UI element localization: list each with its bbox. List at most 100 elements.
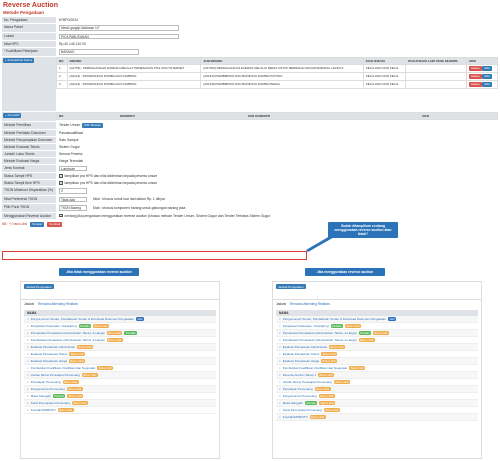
label-nilai-hps: Nilai HPS — [2, 41, 56, 47]
list-item[interactable]: ⌕ Pembukaan Penawaran (Administrasi, Tekn… — [24, 337, 216, 344]
task-label[interactable]: Kontrak/SPMK/PO — [30, 408, 56, 412]
list-item[interactable]: ⌕ Pemasukan Penawaran (Administrasi, Tekn… — [276, 330, 478, 337]
tab-rencana-left[interactable]: Rencana Attending Realises — [37, 302, 78, 306]
task-label[interactable]: Evaluasi Penawaran Harga — [30, 359, 68, 363]
list-item[interactable]: ⌕ Usulan Memo Penetapan Pemenang Belum Akt… — [24, 372, 216, 379]
edit-button[interactable]: Edit — [482, 81, 492, 87]
task-label[interactable]: Penjelasan Pekerjaan / Aanwijzing — [282, 324, 329, 328]
task-label[interactable]: Usulan Memo Penetapan Pemenang — [30, 373, 80, 377]
jadwal-button-right[interactable]: Jadwal Pengadaan — [276, 284, 306, 289]
task-label[interactable]: Pengumuman Tender, Pendaftaran Tender & … — [30, 317, 134, 321]
pilih-metode-button[interactable]: Pilih Metode — [82, 122, 103, 128]
task-label[interactable]: Pembuktian Kualifikasi, Klarifikasi dan … — [30, 366, 96, 370]
label-nama-paket: Nama Paket — [2, 24, 56, 32]
status-badge: Perbaiki — [304, 401, 318, 405]
back-button[interactable]: Kembali — [47, 221, 63, 227]
list-item[interactable]: ⌕ Evaluasi Penawaran Teknis Belum Aktif — [24, 351, 216, 358]
add-komoditi-button[interactable]: + Komoditi — [3, 112, 22, 118]
list-item[interactable]: ⌕ Pengumuman Tender, Pendaftaran Tender &… — [24, 316, 216, 323]
task-label[interactable]: Penjelasan Pekerjaan / Aanwijzing — [30, 324, 77, 328]
list-item[interactable]: ⌕ Penjelasan Pekerjaan / Aanwijzing Perbai… — [276, 323, 478, 330]
list-item[interactable]: ⌕ Usulan Memo Penetapan Pemenang Belum Akt… — [276, 379, 478, 386]
checkbox[interactable]: ✓ — [59, 174, 63, 179]
task-label[interactable]: Pembukaan Penawaran (Administrasi, Tekni… — [282, 338, 357, 342]
tab-rencana-right[interactable]: Rencana Attending Realises — [289, 302, 330, 306]
list-item[interactable]: ⌕ Pemasukan Penawaran (Administrasi, Tekn… — [24, 330, 216, 337]
row-nama-paket: Nama Paket Meski gargaji Uladosan 10" — [2, 24, 498, 33]
task-label[interactable]: Masa Sanggah — [282, 401, 303, 405]
list-item[interactable]: ⌕ Masa Sanggah Perbaiki Belum Aktif — [276, 400, 478, 407]
list-item[interactable]: ⌕ Surat Penunjukan Pemenang Belum Aktif — [276, 407, 478, 414]
list-item[interactable]: ⌕ Penjelasan Pekerjaan / Aanwijzing Perbai… — [24, 323, 216, 330]
list-item[interactable]: ⌕ Pengumuman Pemenang Belum Aktif — [276, 393, 478, 400]
edit-button[interactable]: Edit — [482, 65, 492, 71]
task-label[interactable]: Kontrak/SPMK/PO — [282, 415, 308, 419]
delete-button[interactable]: Hapus — [468, 65, 482, 71]
list-item[interactable]: ⌕ Reverse Auction Tahap 1 Belum Aktif — [276, 372, 478, 379]
form-row-label: Menggunakan Reverse Auction — [2, 212, 56, 219]
task-label[interactable]: Evaluasi Penawaran Teknis — [30, 352, 68, 356]
kbli-cell-kual: KECIL DAN NON KECIL — [362, 79, 406, 89]
status-badge: Belum Aktif — [318, 394, 335, 398]
save-button[interactable]: Simpan — [30, 221, 45, 227]
list-item[interactable]: ⌕ Evaluasi Penawaran Administrasi Belum Ak… — [24, 344, 216, 351]
form-row-label: Jumlah Lulus Teknis — [2, 150, 56, 157]
checkbox[interactable]: ✓ — [59, 213, 63, 218]
delete-button[interactable]: Hapus — [468, 73, 482, 79]
task-label[interactable]: Usulan Memo Penetapan Pemenang — [282, 380, 332, 384]
delete-button[interactable]: Hapus — [468, 81, 482, 87]
task-label[interactable]: Penetapan Pemenang — [282, 387, 313, 391]
form-row: Metode Penilaian Dokumen Pascakualifikasi — [2, 129, 498, 137]
list-item[interactable]: ⌕ Kontrak/SPMK/PO Belum Aktif — [24, 407, 216, 414]
list-item[interactable]: ⌕ Kontrak/SPMK/PO Belum Aktif — [276, 414, 478, 421]
checkbox[interactable]: ✓ — [59, 181, 63, 186]
task-label[interactable]: Pemasukan Penawaran (Administrasi, Tekni… — [30, 331, 105, 335]
form-select[interactable]: Tidak Ada — [59, 196, 87, 202]
tab-jadwal-left[interactable]: Jadwal — [24, 302, 34, 306]
search-icon: ⌕ — [279, 352, 281, 356]
task-label[interactable]: Pengumuman Pemenang — [282, 394, 317, 398]
search-icon: ⌕ — [279, 324, 281, 328]
task-label[interactable]: Evaluasi Penawaran Administrasi — [30, 345, 76, 349]
list-item[interactable]: ⌕ Pembukaan Penawaran (Administrasi, Tekn… — [276, 337, 478, 344]
list-item[interactable]: ⌕ Evaluasi Penawaran Teknis Belum Aktif — [276, 351, 478, 358]
task-label[interactable]: Evaluasi Penawaran Harga — [282, 359, 320, 363]
task-label[interactable]: Pengumuman Pemenang — [30, 387, 65, 391]
list-item[interactable]: ⌕ Evaluasi Penawaran Harga Belum Aktif — [24, 358, 216, 365]
edit-button[interactable]: Edit — [482, 73, 492, 79]
task-label[interactable]: Pembuktian Kualifikasi, Klarifikasi dan … — [282, 366, 348, 370]
list-item[interactable]: ⌕ Pengumuman Tender, Pendaftaran Tender &… — [276, 316, 478, 323]
nama-paket-input[interactable]: Meski gargaji Uladosan 10" — [59, 25, 179, 31]
list-item[interactable]: ⌕ Surat Penunjukan Pemenang Belum Aktif — [24, 400, 216, 407]
list-item[interactable]: ⌕ Pengumuman Pemenang Belum Aktif — [24, 386, 216, 393]
form-select[interactable]: TKDN Barang — [59, 205, 87, 211]
lokasi-input[interactable]: PICA PABUSUNAN — [59, 33, 179, 39]
task-label[interactable]: Surat Penunjukan Pemenang — [282, 408, 322, 412]
list-item[interactable]: ⌕ Penetapan Pemenang Belum Aktif — [276, 386, 478, 393]
task-label[interactable]: Pemasukan Penawaran (Administrasi, Tekni… — [282, 331, 357, 335]
tab-jadwal-right[interactable]: Jadwal — [276, 302, 286, 306]
form-row-label: Jenis Kontrak — [2, 164, 56, 172]
add-kriteria-button[interactable]: + Kriteria/Fok Teknis — [3, 57, 35, 63]
klasifikasi-select[interactable]: BARANG — [59, 49, 139, 55]
jadwal-button-left[interactable]: Jadwal Pengadaan — [24, 284, 54, 289]
task-label[interactable]: Pembukaan Penawaran (Administrasi, Tekni… — [30, 338, 105, 342]
list-item[interactable]: ⌕ Penetapan Pemenang Belum Aktif — [24, 379, 216, 386]
task-label[interactable]: Penetapan Pemenang — [30, 380, 61, 384]
status-badge: Belum Aktif — [69, 352, 86, 356]
task-label[interactable]: Pengumuman Tender, Pendaftaran Tender & … — [282, 317, 386, 321]
list-item[interactable]: ⌕ Evaluasi Penawaran Harga Belum Aktif — [276, 358, 478, 365]
komoditi-header: SUB KOMODITI — [244, 111, 421, 120]
list-item[interactable]: ⌕ Pembuktian Kualifikasi, Klarifikasi dan… — [276, 365, 478, 372]
task-label[interactable]: Surat Penunjukan Pemenang — [30, 401, 70, 405]
task-label[interactable]: Evaluasi Penawaran Administrasi — [282, 345, 328, 349]
task-label[interactable]: Masa Sanggah — [30, 394, 51, 398]
task-label[interactable]: Reverse Auction Tahap 1 — [282, 373, 316, 377]
kbli-table: NO BIDANG SUB BIDANG KUALIFIKASI KUALIFIKASI… — [56, 56, 499, 89]
list-item[interactable]: ⌕ Pembuktian Kualifikasi, Klarifikasi dan… — [24, 365, 216, 372]
form-select[interactable]: Lumpsum — [59, 165, 87, 171]
list-item[interactable]: ⌕ Evaluasi Penawaran Administrasi Belum Ak… — [276, 344, 478, 351]
list-item[interactable]: ⌕ Masa Sanggah Perbaiki Belum Aktif — [24, 393, 216, 400]
tkdn-input[interactable]: 0 — [59, 188, 87, 194]
task-label[interactable]: Evaluasi Penawaran Teknis — [282, 352, 320, 356]
